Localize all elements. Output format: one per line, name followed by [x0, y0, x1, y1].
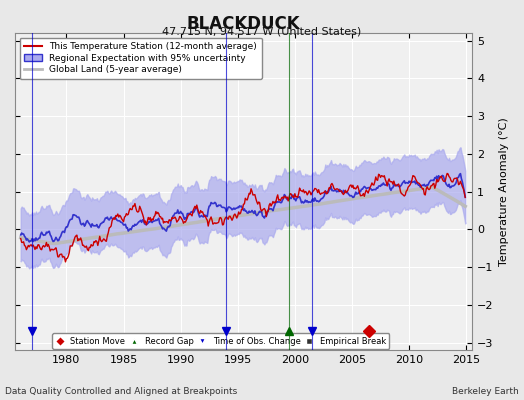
Text: 47.715 N, 94.517 W (United States): 47.715 N, 94.517 W (United States) — [162, 26, 362, 36]
Text: Berkeley Earth: Berkeley Earth — [452, 387, 519, 396]
Legend: Station Move, Record Gap, Time of Obs. Change, Empirical Break: Station Move, Record Gap, Time of Obs. C… — [52, 334, 389, 349]
Text: Data Quality Controlled and Aligned at Breakpoints: Data Quality Controlled and Aligned at B… — [5, 387, 237, 396]
Y-axis label: Temperature Anomaly (°C): Temperature Anomaly (°C) — [499, 117, 509, 266]
Title: BLACKDUCK: BLACKDUCK — [187, 15, 300, 33]
